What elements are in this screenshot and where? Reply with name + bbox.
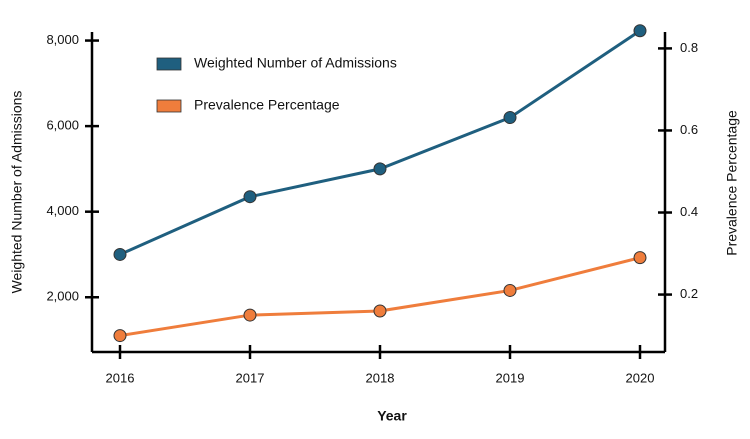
point [633,24,647,38]
point [503,283,517,297]
point [243,308,257,322]
y2-axis-label: Prevalence Percentage [724,110,740,256]
y-tick-label: 6,000 [46,118,79,133]
point [113,329,127,343]
y2-tick-label: 0.6 [680,122,698,137]
point [503,111,517,125]
x-tick-label: 2018 [366,370,395,385]
x-tick-label: 2016 [106,370,135,385]
series-line [119,256,641,338]
x-tick-label: 2020 [626,370,655,385]
legend-label: Weighted Number of Admissions [194,55,397,71]
legend-swatch [156,57,182,71]
point [373,162,387,176]
point [113,247,127,261]
x-axis-label: Year [377,408,407,424]
legend-swatch [156,99,182,113]
point [633,251,647,265]
y-tick-label: 4,000 [46,203,79,218]
y-axis-label: Weighted Number of Admissions [9,91,25,294]
legend-label: Prevalence Percentage [194,97,340,113]
point [243,190,257,204]
y2-tick-label: 0.8 [680,40,698,55]
y-tick-label: 8,000 [46,32,79,47]
y-tick-label: 2,000 [46,289,79,304]
x-tick-label: 2017 [236,370,265,385]
y2-tick-label: 0.4 [680,204,698,219]
x-tick-label: 2019 [496,370,525,385]
point [373,304,387,318]
y2-tick-label: 0.2 [680,286,698,301]
